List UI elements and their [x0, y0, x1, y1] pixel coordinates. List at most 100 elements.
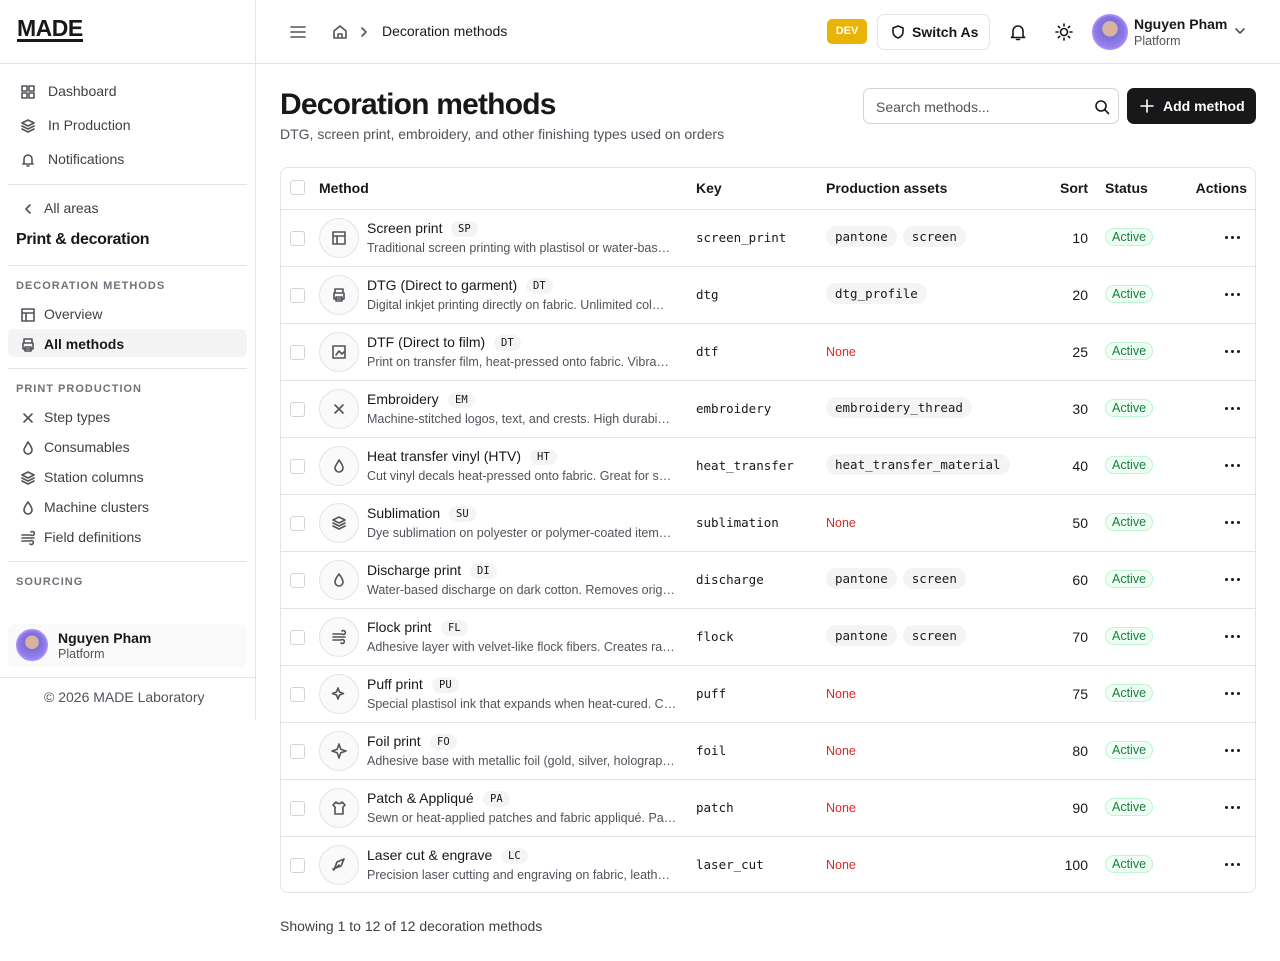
back-link[interactable]: All areas [44, 200, 99, 216]
method-code: EM [448, 392, 475, 408]
env-badge: DEV [827, 19, 867, 44]
dot [1225, 293, 1228, 296]
row-actions[interactable] [1217, 798, 1245, 818]
method-name[interactable]: Discharge print [367, 562, 462, 578]
method-name[interactable]: Puff print [367, 676, 423, 692]
dot [1237, 407, 1240, 410]
user-role: Platform [58, 647, 105, 661]
row-actions[interactable] [1217, 855, 1245, 875]
status-badge: Active [1105, 513, 1154, 531]
checkbox[interactable] [290, 459, 305, 474]
row-actions[interactable] [1217, 627, 1245, 647]
checkbox[interactable] [290, 516, 305, 531]
dot [1231, 293, 1234, 296]
row-actions[interactable] [1217, 456, 1245, 476]
method-name[interactable]: Screen print [367, 220, 443, 236]
nav-item[interactable]: Notifications [48, 151, 125, 167]
method-glyph [332, 801, 346, 815]
asset-chip: embroidery_thread [826, 397, 972, 418]
row-actions[interactable] [1217, 513, 1245, 533]
item-icon [23, 441, 33, 455]
checkbox[interactable] [290, 858, 305, 873]
method-code: SP [451, 221, 478, 237]
home-icon[interactable] [331, 23, 349, 41]
item-icon [21, 530, 36, 546]
method-name[interactable]: Heat transfer vinyl (HTV) [367, 448, 522, 464]
method-glyph [334, 404, 344, 414]
asset-chip: screen [902, 625, 966, 646]
brand[interactable]: MADE [17, 15, 83, 42]
checkbox[interactable] [290, 687, 305, 702]
menu-item[interactable]: Field definitions [44, 529, 142, 545]
checkbox[interactable] [290, 744, 305, 759]
dot [1225, 407, 1228, 410]
row-actions[interactable] [1217, 342, 1245, 362]
dot [1231, 464, 1234, 467]
method-key: screen_print [696, 230, 787, 245]
dot [1225, 692, 1228, 695]
search-box[interactable]: Search methods... [863, 88, 1119, 124]
table-row: Foil print FO Adhesive base with metallic … [281, 722, 1255, 779]
dot [1237, 863, 1240, 866]
menu-item[interactable]: All methods [44, 336, 125, 352]
dot [1231, 407, 1234, 410]
checkbox[interactable] [290, 345, 305, 360]
row-actions[interactable] [1217, 684, 1245, 704]
sort: 80 [1072, 743, 1088, 759]
add-button[interactable]: Add method [1127, 88, 1256, 124]
checkbox[interactable] [290, 180, 305, 195]
checkbox[interactable] [290, 231, 305, 246]
sort: 100 [1064, 857, 1088, 873]
row-actions[interactable] [1217, 399, 1245, 419]
status-badge: Active [1105, 798, 1154, 816]
sort: 40 [1072, 458, 1088, 474]
pagination: Showing 1 to 12 of 12 decoration methods [280, 918, 543, 934]
user-card[interactable]: Nguyen Pham Platform [8, 624, 247, 667]
method-name[interactable]: Patch & Appliqué [367, 790, 474, 806]
row-actions[interactable] [1217, 741, 1245, 761]
menu-icon[interactable] [288, 22, 308, 42]
method-name[interactable]: Embroidery [367, 391, 439, 407]
menu-item[interactable]: Machine clusters [44, 499, 150, 515]
checkbox[interactable] [290, 402, 305, 417]
method-icon [319, 674, 359, 714]
nav-item[interactable]: In Production [48, 117, 131, 133]
menu-item[interactable]: Consumables [44, 439, 130, 455]
method-name[interactable]: Sublimation [367, 505, 441, 521]
method-name[interactable]: DTG (Direct to garment) [367, 277, 518, 293]
avatar[interactable] [1092, 14, 1128, 50]
divider [0, 677, 255, 678]
checkbox[interactable] [290, 288, 305, 303]
dot [1237, 464, 1240, 467]
user-name[interactable]: Nguyen Pham [1134, 16, 1228, 32]
row-actions[interactable] [1217, 285, 1245, 305]
nav-item[interactable]: Dashboard [48, 83, 117, 99]
chevron[interactable] [1233, 26, 1247, 38]
menu-item[interactable]: Station columns [44, 469, 144, 485]
method-name[interactable]: Flock print [367, 619, 432, 635]
switch-button[interactable]: Switch As [877, 14, 990, 50]
menu-item[interactable]: Step types [44, 409, 111, 425]
checkbox[interactable] [290, 630, 305, 645]
row-actions[interactable] [1217, 228, 1245, 248]
method-name[interactable]: Foil print [367, 733, 421, 749]
theme-icon[interactable] [1054, 22, 1074, 42]
dot [1237, 692, 1240, 695]
assets-none: None [826, 858, 856, 872]
method-name[interactable]: Laser cut & engrave [367, 847, 493, 863]
method-description: Print on transfer film, heat-pressed ont… [367, 355, 669, 369]
page-subtitle: DTG, screen print, embroidery, and other… [280, 126, 725, 142]
avatar [16, 629, 48, 661]
row-actions[interactable] [1217, 570, 1245, 590]
method-icon [319, 218, 359, 258]
checkbox[interactable] [290, 573, 305, 588]
assets-none: None [826, 516, 856, 530]
column-header: Actions [1195, 180, 1247, 196]
assets: pantone screen [826, 568, 972, 589]
menu-item[interactable]: Overview [44, 306, 103, 322]
method-code: PA [483, 791, 510, 807]
bell-icon[interactable] [1008, 22, 1028, 42]
method-name[interactable]: DTF (Direct to film) [367, 334, 486, 350]
dot [1225, 749, 1228, 752]
checkbox[interactable] [290, 801, 305, 816]
